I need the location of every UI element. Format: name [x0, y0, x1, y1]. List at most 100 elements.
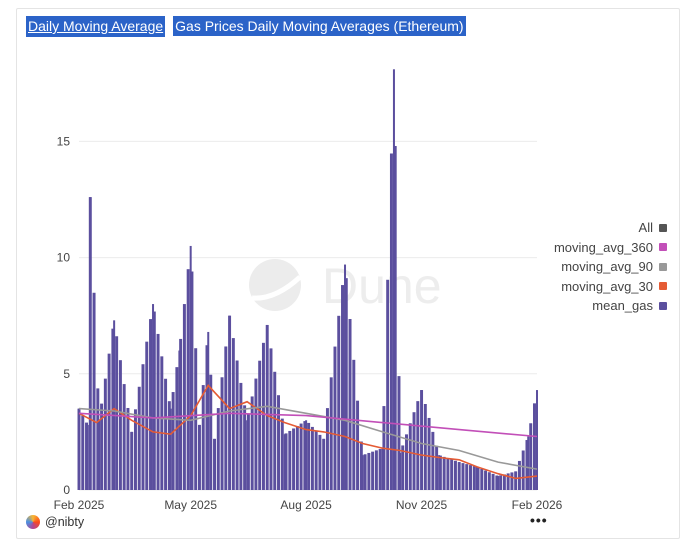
bar	[314, 430, 318, 490]
bar	[453, 460, 457, 490]
bar	[81, 415, 85, 490]
bar	[356, 400, 360, 490]
bar	[246, 420, 249, 490]
bar	[359, 441, 363, 490]
author-badge[interactable]: @nibty	[26, 515, 84, 529]
bar	[115, 336, 119, 490]
legend-item-all[interactable]: All	[554, 218, 667, 238]
line-moving-avg-30	[78, 384, 538, 480]
bar	[303, 421, 307, 490]
bar	[280, 418, 284, 490]
bar	[160, 356, 164, 490]
bar	[495, 475, 499, 490]
more-options-button[interactable]: •••	[530, 512, 548, 528]
bar	[529, 423, 533, 490]
bar	[86, 424, 89, 490]
bar	[283, 434, 286, 490]
bar	[484, 470, 488, 490]
bar	[209, 374, 213, 490]
bar	[98, 420, 101, 490]
legend-item-mean-gas[interactable]: mean_gas	[554, 296, 667, 316]
bar	[250, 396, 254, 490]
bar	[169, 408, 172, 490]
x-axis: Feb 2025 May 2025 Aug 2025 Nov 2025 Feb 2026	[54, 498, 563, 512]
bar	[491, 473, 495, 490]
bar	[475, 466, 478, 490]
watermark-text: Dune	[322, 258, 442, 314]
bar	[190, 271, 194, 490]
tab-daily-moving-average[interactable]: Daily Moving Average	[26, 16, 166, 37]
bar	[205, 345, 209, 490]
tab-gas-prices-ethereum[interactable]: Gas Prices Daily Moving Averages (Ethere…	[173, 16, 466, 37]
bar	[239, 382, 243, 490]
legend-label: mean_gas	[592, 298, 653, 314]
bar	[416, 401, 420, 490]
bar	[220, 377, 224, 490]
bar	[164, 378, 168, 490]
bar	[258, 360, 262, 490]
bar	[243, 405, 247, 490]
bar	[420, 390, 423, 490]
y-tick-label: 15	[57, 134, 71, 148]
legend-label: moving_avg_30	[561, 278, 653, 294]
bar	[318, 434, 322, 490]
bar	[182, 304, 186, 490]
bar	[499, 475, 503, 490]
bar	[361, 455, 364, 490]
bar	[536, 390, 538, 490]
bar	[412, 412, 416, 490]
tab-bar: Daily Moving Average Gas Prices Daily Mo…	[26, 16, 466, 37]
line-series	[78, 384, 538, 480]
bar	[399, 452, 402, 490]
bar	[152, 304, 155, 490]
bar	[103, 378, 107, 490]
bar	[469, 465, 472, 490]
bar	[284, 433, 288, 490]
legend-swatch	[659, 243, 667, 252]
bar	[273, 371, 277, 490]
bar	[506, 473, 510, 490]
bar	[310, 426, 314, 490]
legend-label: moving_avg_90	[561, 259, 653, 275]
bar	[348, 318, 352, 490]
bar	[171, 392, 175, 490]
bar	[89, 197, 92, 490]
x-tick-label: Feb 2025	[54, 498, 105, 512]
bar	[341, 285, 344, 490]
bar	[266, 324, 269, 490]
legend-item-moving-avg-360[interactable]: moving_avg_360	[554, 238, 667, 258]
bar	[423, 404, 427, 490]
bar	[100, 403, 104, 490]
bar	[107, 353, 111, 490]
bar	[521, 450, 525, 490]
legend-swatch	[659, 223, 667, 232]
x-tick-label: Aug 2025	[280, 498, 332, 512]
bar	[78, 408, 80, 490]
bar	[152, 311, 156, 490]
legend-item-moving-avg-90[interactable]: moving_avg_90	[554, 257, 667, 277]
bar	[472, 466, 476, 490]
bar	[344, 264, 347, 490]
bar	[325, 408, 329, 490]
bar	[465, 464, 469, 490]
y-tick-label: 10	[57, 251, 71, 265]
bar	[254, 378, 258, 490]
bar	[213, 438, 216, 490]
x-tick-label: Nov 2025	[396, 498, 448, 512]
bar	[510, 472, 514, 490]
bar-series-mean-gas	[77, 69, 538, 490]
legend-item-moving-avg-30[interactable]: moving_avg_30	[554, 277, 667, 297]
bar	[386, 279, 390, 490]
bar	[371, 451, 375, 490]
bar	[149, 319, 153, 490]
bar	[442, 456, 446, 490]
line-moving-avg-360	[78, 412, 538, 438]
avatar	[26, 515, 40, 529]
bar	[92, 292, 96, 490]
bar	[431, 431, 435, 490]
author-name: @nibty	[45, 515, 85, 529]
bar	[461, 463, 465, 490]
bar	[427, 417, 431, 490]
x-tick-label: Feb 2026	[512, 498, 563, 512]
